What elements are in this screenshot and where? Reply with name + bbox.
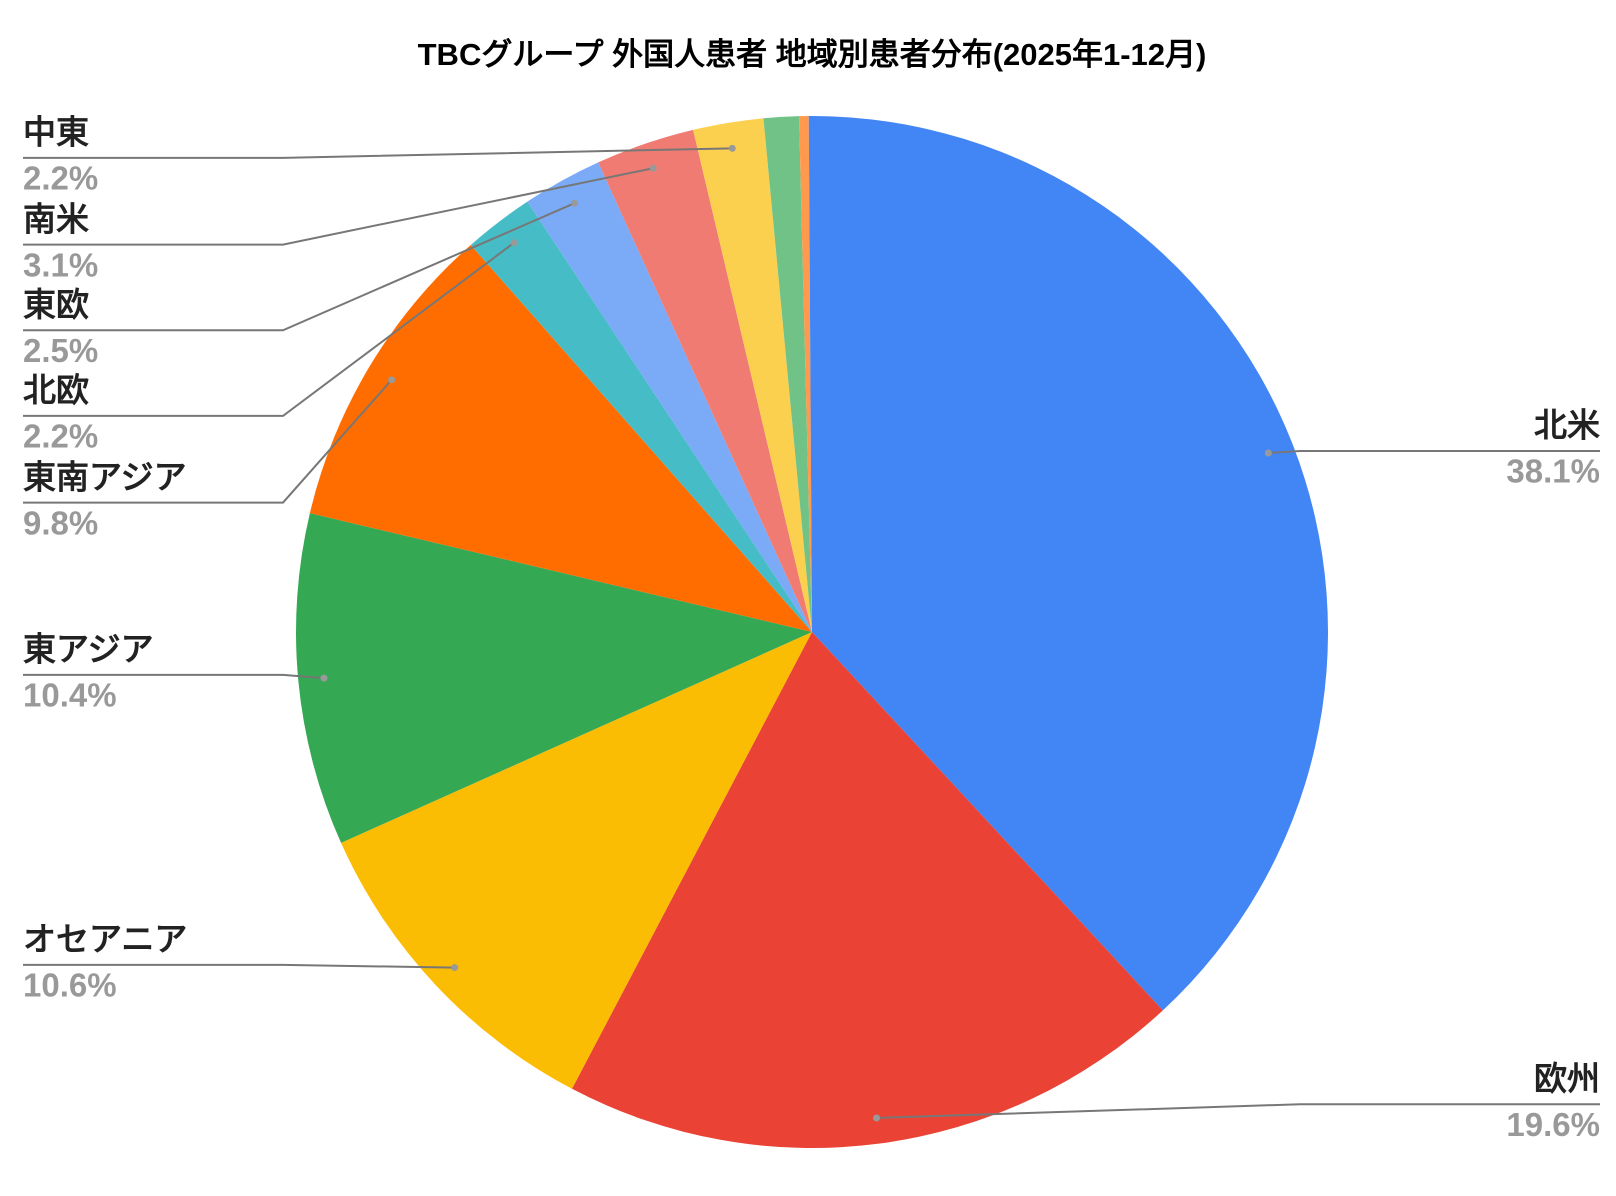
pie-slice [527, 162, 812, 632]
slice-value: 2.2% [23, 160, 98, 197]
pie-slice [693, 118, 812, 632]
pie-slice [808, 116, 812, 632]
leader-line [23, 147, 733, 159]
slice-label: 中東 [23, 114, 89, 151]
slice-label: 北米 [1534, 407, 1600, 444]
pie-slice [309, 244, 812, 632]
pie-slice [812, 116, 1328, 1011]
slice-value: 9.8% [23, 504, 98, 541]
slice-value: 2.2% [23, 418, 98, 455]
leader-dot [649, 164, 657, 172]
slice-label: 北欧 [23, 372, 89, 409]
pie-slice [571, 632, 1163, 1148]
leader-line [23, 673, 325, 680]
slice-value: 38.1% [1506, 453, 1600, 490]
leader-line [23, 963, 455, 969]
pie-slice [598, 129, 812, 632]
slice-label: 東アジア [23, 631, 154, 668]
slice-value: 10.4% [23, 677, 117, 714]
leader-dot [728, 144, 736, 152]
slice-label: 東南アジア [23, 458, 187, 495]
slice-label: オセアニア [23, 921, 187, 958]
slice-label: 欧州 [1534, 1060, 1600, 1097]
leader-line [876, 1103, 1600, 1119]
leader-line [23, 241, 515, 417]
leader-dot [1264, 449, 1272, 457]
leader-line [1268, 449, 1600, 454]
leader-dot [510, 239, 518, 247]
leader-dot [451, 964, 459, 972]
pie-slice [763, 116, 812, 632]
leader-dot [872, 1114, 880, 1122]
slice-value: 2.5% [23, 332, 98, 369]
pie-slice [470, 201, 812, 632]
pie-slice [341, 632, 812, 1089]
leader-line [23, 202, 575, 332]
slice-label: 南米 [23, 200, 89, 237]
leader-line [23, 167, 654, 246]
pie-slice [799, 116, 812, 632]
pie-slice [296, 513, 812, 843]
slice-value: 3.1% [23, 246, 98, 283]
leader-dot [388, 376, 396, 384]
slice-value: 10.6% [23, 967, 117, 1004]
leader-dot [320, 674, 328, 682]
slice-value: 19.6% [1506, 1106, 1600, 1143]
chart-title: TBCグループ 外国人患者 地域別患者分布(2025年1-12月) [418, 37, 1207, 72]
slice-label: 東欧 [23, 286, 89, 323]
leader-line [23, 379, 393, 504]
leader-dot [570, 199, 578, 207]
